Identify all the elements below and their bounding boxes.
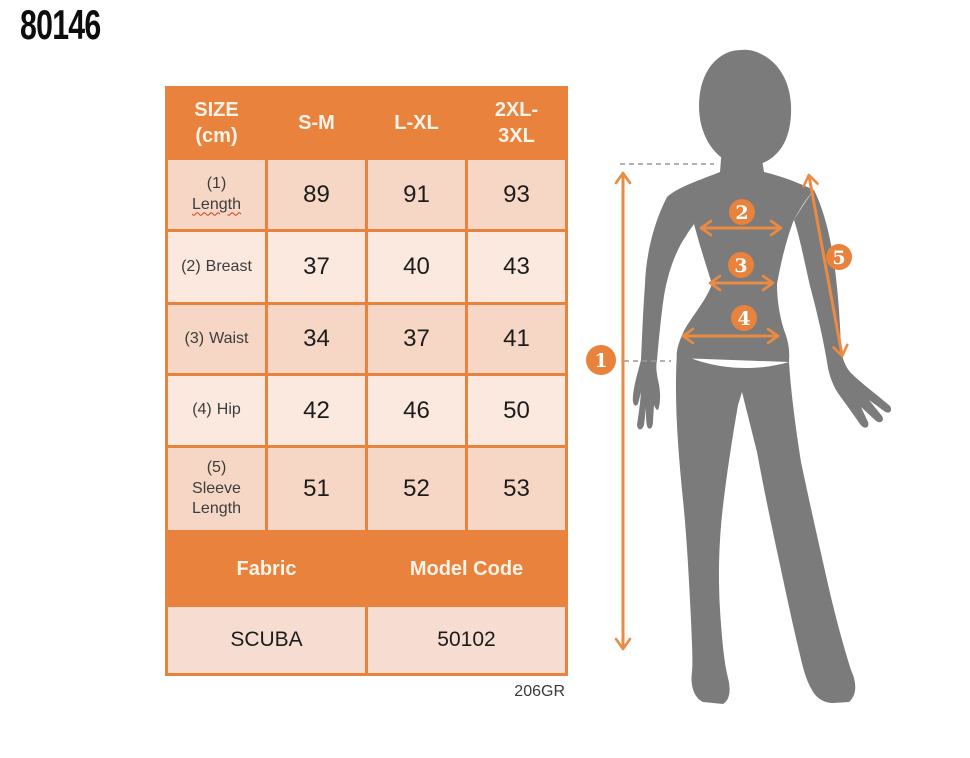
- table-cell-waist-lxl: 37: [368, 305, 465, 373]
- header-cell-s-m: S-M: [268, 89, 365, 157]
- row-name: Hip: [216, 401, 241, 419]
- table-cell-breast-2xl: 43: [468, 232, 565, 302]
- measurement-arrows: [614, 171, 849, 651]
- marker-4-circle: [731, 305, 757, 331]
- row-number: (1): [206, 174, 227, 192]
- row-name: Length: [192, 195, 241, 213]
- product-code-text: 80146: [20, 1, 101, 48]
- fabric-value: SCUBA: [168, 607, 365, 673]
- table-cell-waist-2xl: 41: [468, 305, 565, 373]
- silhouette-legs: [675, 352, 856, 704]
- product-code: 80146: [20, 1, 101, 48]
- row-name: Sleeve Length: [192, 479, 241, 518]
- marker-4-number: 4: [737, 308, 750, 330]
- table-cell-hip-sm: 42: [268, 376, 365, 445]
- silhouette-left-arm: [632, 197, 694, 430]
- header-cell-2xl-3xl: 2XL- 3XL: [468, 89, 565, 157]
- marker-5-number: 5: [832, 247, 845, 269]
- dashed-reference-lines: [620, 163, 714, 362]
- footnote-code: 206GR: [514, 683, 565, 700]
- table-cell-length-sm: 89: [268, 160, 365, 229]
- header-cell-size-cm: SIZE (cm): [168, 89, 265, 157]
- row-name: Waist: [209, 329, 249, 347]
- sleeve-arrow: [802, 173, 849, 358]
- fabric-header: Fabric: [168, 533, 365, 604]
- marker-1-circle: [586, 345, 616, 375]
- table-cell-sleeve-2xl: 53: [468, 448, 565, 530]
- table-cell-sleeve-lxl: 52: [368, 448, 465, 530]
- row-label-hip: (4) Hip: [168, 376, 265, 445]
- table-cell-length-2xl: 93: [468, 160, 565, 229]
- model-code-header: Model Code: [368, 533, 565, 604]
- silhouette-right-arm: [794, 190, 892, 428]
- row-number: (3): [184, 329, 205, 347]
- header-cell-l-xl: L-XL: [368, 89, 465, 157]
- marker-2-circle: [729, 199, 755, 225]
- row-number: (2): [181, 257, 201, 275]
- marker-3-circle: [728, 252, 754, 278]
- row-label-breast: (2) Breast: [168, 232, 265, 302]
- female-silhouette: [632, 49, 892, 704]
- marker-5-circle: [826, 244, 852, 270]
- table-cell-hip-2xl: 50: [468, 376, 565, 445]
- size-chart-table: SIZE (cm) S-M L-XL 2XL- 3XL (1) Length 8…: [165, 86, 568, 676]
- table-cell-breast-lxl: 40: [368, 232, 465, 302]
- marker-2-number: 2: [735, 202, 748, 224]
- row-name: Breast: [205, 257, 252, 275]
- marker-3-number: 3: [734, 255, 747, 277]
- row-number: (4): [192, 401, 212, 419]
- row-label-length: (1) Length: [168, 160, 265, 229]
- silhouette-head: [699, 49, 792, 167]
- table-cell-sleeve-sm: 51: [268, 448, 365, 530]
- table-cell-breast-sm: 37: [268, 232, 365, 302]
- table-cell-waist-sm: 34: [268, 305, 365, 373]
- row-label-sleeve-length: (5) Sleeve Length: [168, 448, 265, 530]
- measurement-markers: 1 2 3 4 5: [586, 199, 852, 375]
- table-cell-length-lxl: 91: [368, 160, 465, 229]
- model-code-value: 50102: [368, 607, 565, 673]
- row-label-waist: (3) Waist: [168, 305, 265, 373]
- table-cell-hip-lxl: 46: [368, 376, 465, 445]
- row-number: (5): [206, 458, 227, 476]
- marker-1-number: 1: [594, 350, 607, 372]
